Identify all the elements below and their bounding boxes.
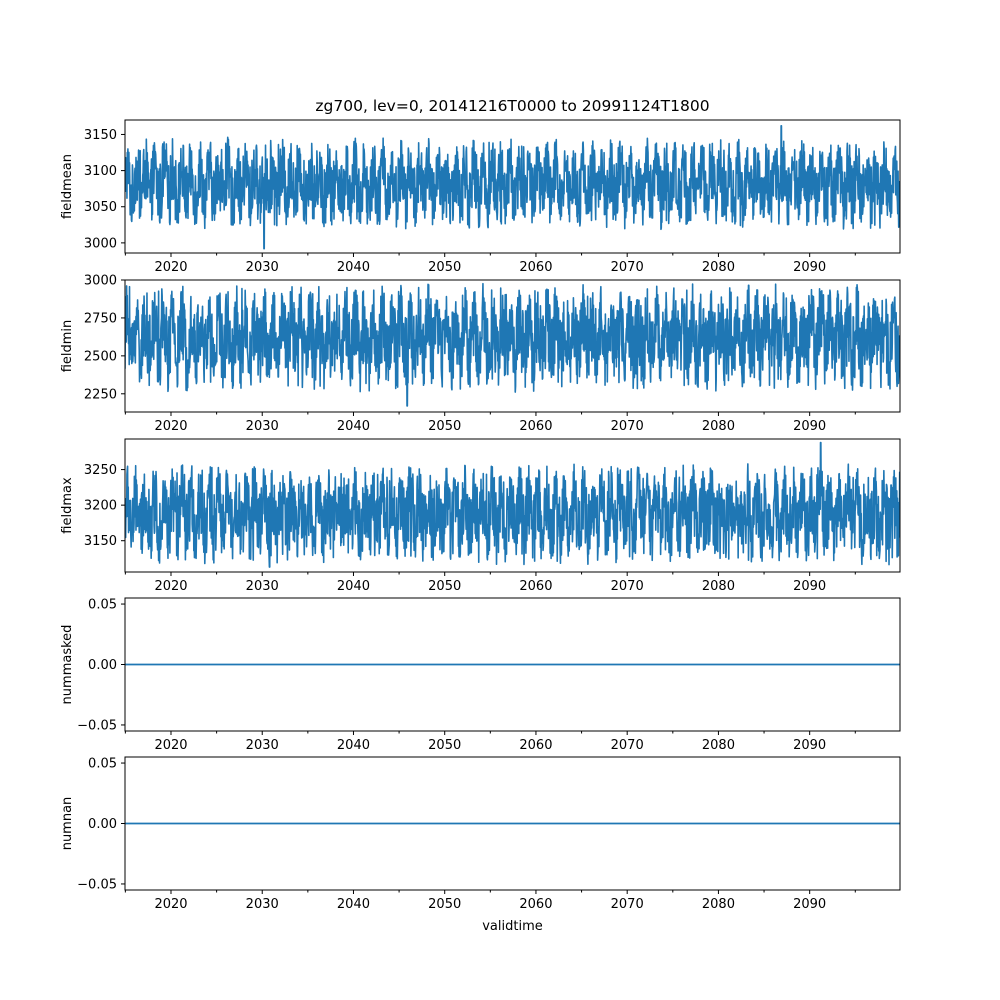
x-tick-label: 2090	[793, 579, 826, 594]
y-tick-label: −0.05	[77, 877, 117, 892]
x-tick-label: 2030	[246, 579, 279, 594]
y-axis-label-nummasked: nummasked	[60, 625, 75, 705]
x-tick-label: 2080	[702, 260, 735, 275]
y-axis-label-numnan: numnan	[60, 797, 75, 851]
x-tick-label: 2070	[611, 579, 644, 594]
y-tick-label: 0.00	[88, 817, 117, 832]
x-tick-label: 2090	[793, 260, 826, 275]
x-tick-label: 2050	[428, 738, 461, 753]
panels-group: 3000 3050 3100 3150 2020 2030 2040 2050 2060 2070…	[60, 119, 901, 912]
x-tick-label: 2050	[428, 897, 461, 912]
x-tick-label: 2050	[428, 419, 461, 434]
y-tick-label: 3200	[84, 499, 117, 514]
x-tick-label: 2060	[519, 738, 552, 753]
x-axis-label: validtime	[482, 919, 543, 934]
x-tick-label: 2050	[428, 579, 461, 594]
y-tick-label: 2750	[84, 311, 117, 326]
x-tick-label: 2040	[337, 897, 370, 912]
x-tick-label: 2060	[519, 579, 552, 594]
y-axis-label-fieldmin: fieldmin	[60, 320, 75, 373]
x-tick-label: 2030	[246, 738, 279, 753]
x-tick-label: 2050	[428, 260, 461, 275]
axes-frame	[124, 279, 901, 413]
x-tick-label: 2060	[519, 260, 552, 275]
y-tick-label: 3000	[84, 274, 117, 289]
panel-nummasked: −0.05 0.00 0.05 2020 2030 2040 2050 2060 2070 208…	[60, 597, 901, 753]
x-tick-label: 2080	[702, 738, 735, 753]
y-axis-label-fieldmean: fieldmean	[60, 154, 75, 219]
x-tick-label: 2070	[611, 738, 644, 753]
y-tick-label: 2500	[84, 349, 117, 364]
y-tick-label: 0.05	[88, 598, 117, 613]
x-tick-label: 2080	[702, 579, 735, 594]
series-line-fieldmax	[125, 441, 900, 568]
x-tick-label: 2040	[337, 260, 370, 275]
y-axis-label-fieldmax: fieldmax	[60, 477, 75, 534]
x-tick-label: 2070	[611, 260, 644, 275]
x-tick-label: 2070	[611, 897, 644, 912]
axes-frame	[124, 119, 901, 254]
y-tick-label: 3050	[84, 200, 117, 215]
x-tick-label: 2060	[519, 897, 552, 912]
x-tick-label: 2040	[337, 738, 370, 753]
x-tick-label: 2070	[611, 419, 644, 434]
panel-fieldmin: 2250 2500 2750 3000 2020 2030 2040 2050 2060 2070…	[60, 274, 901, 434]
x-tick-label: 2090	[793, 897, 826, 912]
x-tick-label: 2030	[246, 419, 279, 434]
panel-fieldmax: 3150 3200 3250 2020 2030 2040 2050 2060 2070 2080…	[60, 438, 901, 594]
x-tick-label: 2040	[337, 419, 370, 434]
panel-numnan: −0.05 0.00 0.05 2020 2030 2040 2050 2060 2070 208…	[60, 756, 901, 912]
y-tick-label: 3150	[84, 128, 117, 143]
x-tick-label: 2030	[246, 897, 279, 912]
x-tick-label: 2080	[702, 897, 735, 912]
panel-fieldmean: 3000 3050 3100 3150 2020 2030 2040 2050 2060 2070…	[60, 119, 901, 275]
series-line-fieldmean	[125, 124, 900, 250]
y-tick-label: 3000	[84, 236, 117, 251]
x-tick-label: 2030	[246, 260, 279, 275]
x-tick-label: 2020	[154, 579, 187, 594]
y-tick-label: 0.05	[88, 757, 117, 772]
y-tick-label: 3150	[84, 534, 117, 549]
x-tick-label: 2090	[793, 419, 826, 434]
x-tick-label: 2020	[154, 260, 187, 275]
x-tick-label: 2020	[154, 419, 187, 434]
chart-title: zg700, lev=0, 20141216T0000 to 20991124T…	[315, 97, 709, 115]
x-tick-label: 2080	[702, 419, 735, 434]
x-tick-label: 2020	[154, 897, 187, 912]
x-tick-label: 2040	[337, 579, 370, 594]
y-tick-label: 3250	[84, 463, 117, 478]
series-line-fieldmin	[125, 282, 900, 407]
x-tick-label: 2020	[154, 738, 187, 753]
x-tick-label: 2060	[519, 419, 552, 434]
y-tick-label: −0.05	[77, 718, 117, 733]
y-tick-label: 0.00	[88, 658, 117, 673]
y-tick-label: 2250	[84, 387, 117, 402]
x-tick-label: 2090	[793, 738, 826, 753]
y-tick-label: 3100	[84, 164, 117, 179]
